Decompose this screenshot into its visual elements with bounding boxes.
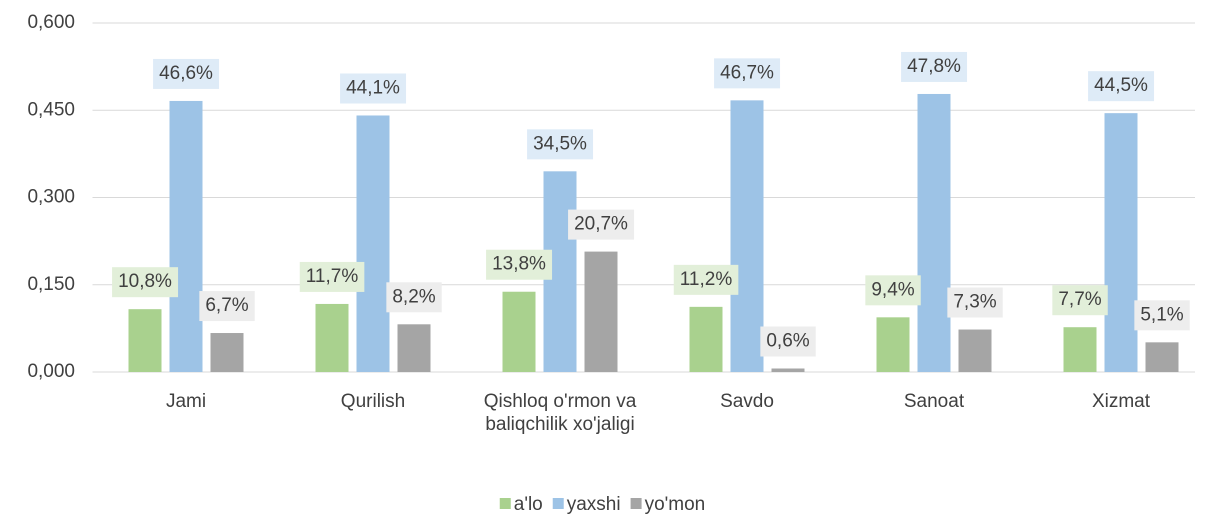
data-label-text: 20,7% — [574, 214, 628, 235]
legend-label: yo'mon — [645, 494, 706, 515]
data-label-bg — [901, 51, 968, 82]
data-label-bg — [760, 326, 816, 357]
data-label-text: 7,7% — [1058, 289, 1101, 310]
legend-swatch — [552, 498, 564, 509]
x-tick-label: Jami — [165, 391, 207, 412]
bar — [210, 333, 244, 372]
legend-swatch — [499, 498, 511, 509]
data-label: 5,1% — [1134, 300, 1190, 331]
data-label-text: 44,1% — [346, 78, 400, 99]
y-tick-label: 0,450 — [27, 99, 75, 120]
data-label-bg — [714, 58, 781, 89]
data-label: 6,7% — [199, 291, 255, 322]
bar — [730, 100, 764, 372]
data-label-text: 7,3% — [953, 292, 996, 313]
data-label-text: 13,8% — [492, 254, 546, 275]
legend-label: yaxshi — [567, 494, 621, 515]
bar — [771, 368, 805, 372]
x-tick-label: Qishloq o'rmon va baliqchilik xo'jaligi — [483, 391, 637, 435]
data-label-text: 6,7% — [205, 295, 248, 316]
data-label: 0,6% — [760, 326, 816, 357]
bar — [502, 291, 536, 372]
data-label: 8,2% — [386, 282, 442, 313]
bar — [876, 317, 910, 372]
data-label: 7,3% — [947, 287, 1003, 318]
legend: a'lo yaxshi yo'mon — [499, 494, 706, 515]
bar — [1104, 113, 1138, 373]
data-label-text: 47,8% — [907, 56, 961, 77]
data-label-bg — [386, 282, 442, 313]
x-tick-label: Qurilish — [340, 391, 406, 412]
data-label-bg — [1134, 300, 1190, 331]
data-label-bg — [199, 291, 255, 322]
legend-label: a'lo — [514, 494, 543, 515]
data-label: 46,7% — [714, 58, 781, 89]
data-label: 7,7% — [1052, 285, 1108, 316]
data-label-text: 0,6% — [766, 331, 809, 352]
data-label-text: 46,6% — [159, 63, 213, 84]
bar — [958, 329, 992, 372]
data-label-bg — [1052, 285, 1108, 316]
data-label: 46,6% — [153, 58, 220, 89]
bar — [128, 309, 162, 372]
bar — [917, 93, 951, 373]
y-tick-label: 0,150 — [27, 274, 75, 295]
data-label: 10,8% — [112, 267, 179, 298]
x-tick-label: Xizmat — [1091, 391, 1151, 412]
data-label-bg — [112, 267, 179, 298]
data-label: 9,4% — [865, 275, 921, 306]
y-tick-label: 0,000 — [27, 361, 75, 382]
data-label-bg — [568, 209, 635, 240]
bar — [397, 324, 431, 372]
data-label: 20,7% — [568, 209, 635, 240]
data-label-text: 11,2% — [680, 269, 733, 290]
data-label-text: 10,8% — [118, 271, 172, 292]
data-label: 47,8% — [901, 51, 968, 82]
data-label-bg — [527, 129, 594, 160]
data-label: 11,2% — [673, 264, 739, 295]
data-label-bg — [153, 58, 220, 89]
data-label-bg — [340, 73, 407, 104]
data-label-text: 9,4% — [871, 279, 914, 300]
bar — [1145, 342, 1179, 372]
data-label-bg — [865, 275, 921, 306]
y-tick-label: 0,300 — [27, 187, 75, 208]
data-label: 34,5% — [527, 129, 594, 160]
bar — [689, 306, 723, 372]
data-label-text: 46,7% — [720, 62, 774, 83]
legend-swatch — [630, 498, 642, 509]
data-label-bg — [1088, 71, 1155, 102]
data-label-bg — [673, 264, 739, 295]
data-label: 44,5% — [1088, 71, 1155, 102]
y-tick-label: 0,600 — [27, 12, 75, 33]
bar — [169, 100, 203, 373]
data-label-text: 5,1% — [1140, 304, 1183, 325]
x-tick-label: Savdo — [720, 391, 774, 412]
data-label-bg — [486, 249, 553, 280]
data-label: 13,8% — [486, 249, 553, 280]
bar — [315, 303, 349, 372]
data-label-text: 11,7% — [306, 266, 359, 287]
data-label-text: 8,2% — [392, 286, 435, 307]
bar — [584, 251, 618, 372]
data-label: 44,1% — [340, 73, 407, 104]
data-label-bg — [299, 261, 365, 292]
x-tick-label: Sanoat — [903, 391, 965, 412]
data-label-text: 34,5% — [533, 133, 587, 154]
bar — [1063, 327, 1097, 372]
data-label-bg — [947, 287, 1003, 318]
data-label: 11,7% — [299, 261, 365, 292]
data-label-text: 44,5% — [1094, 75, 1148, 96]
bar — [356, 115, 390, 373]
